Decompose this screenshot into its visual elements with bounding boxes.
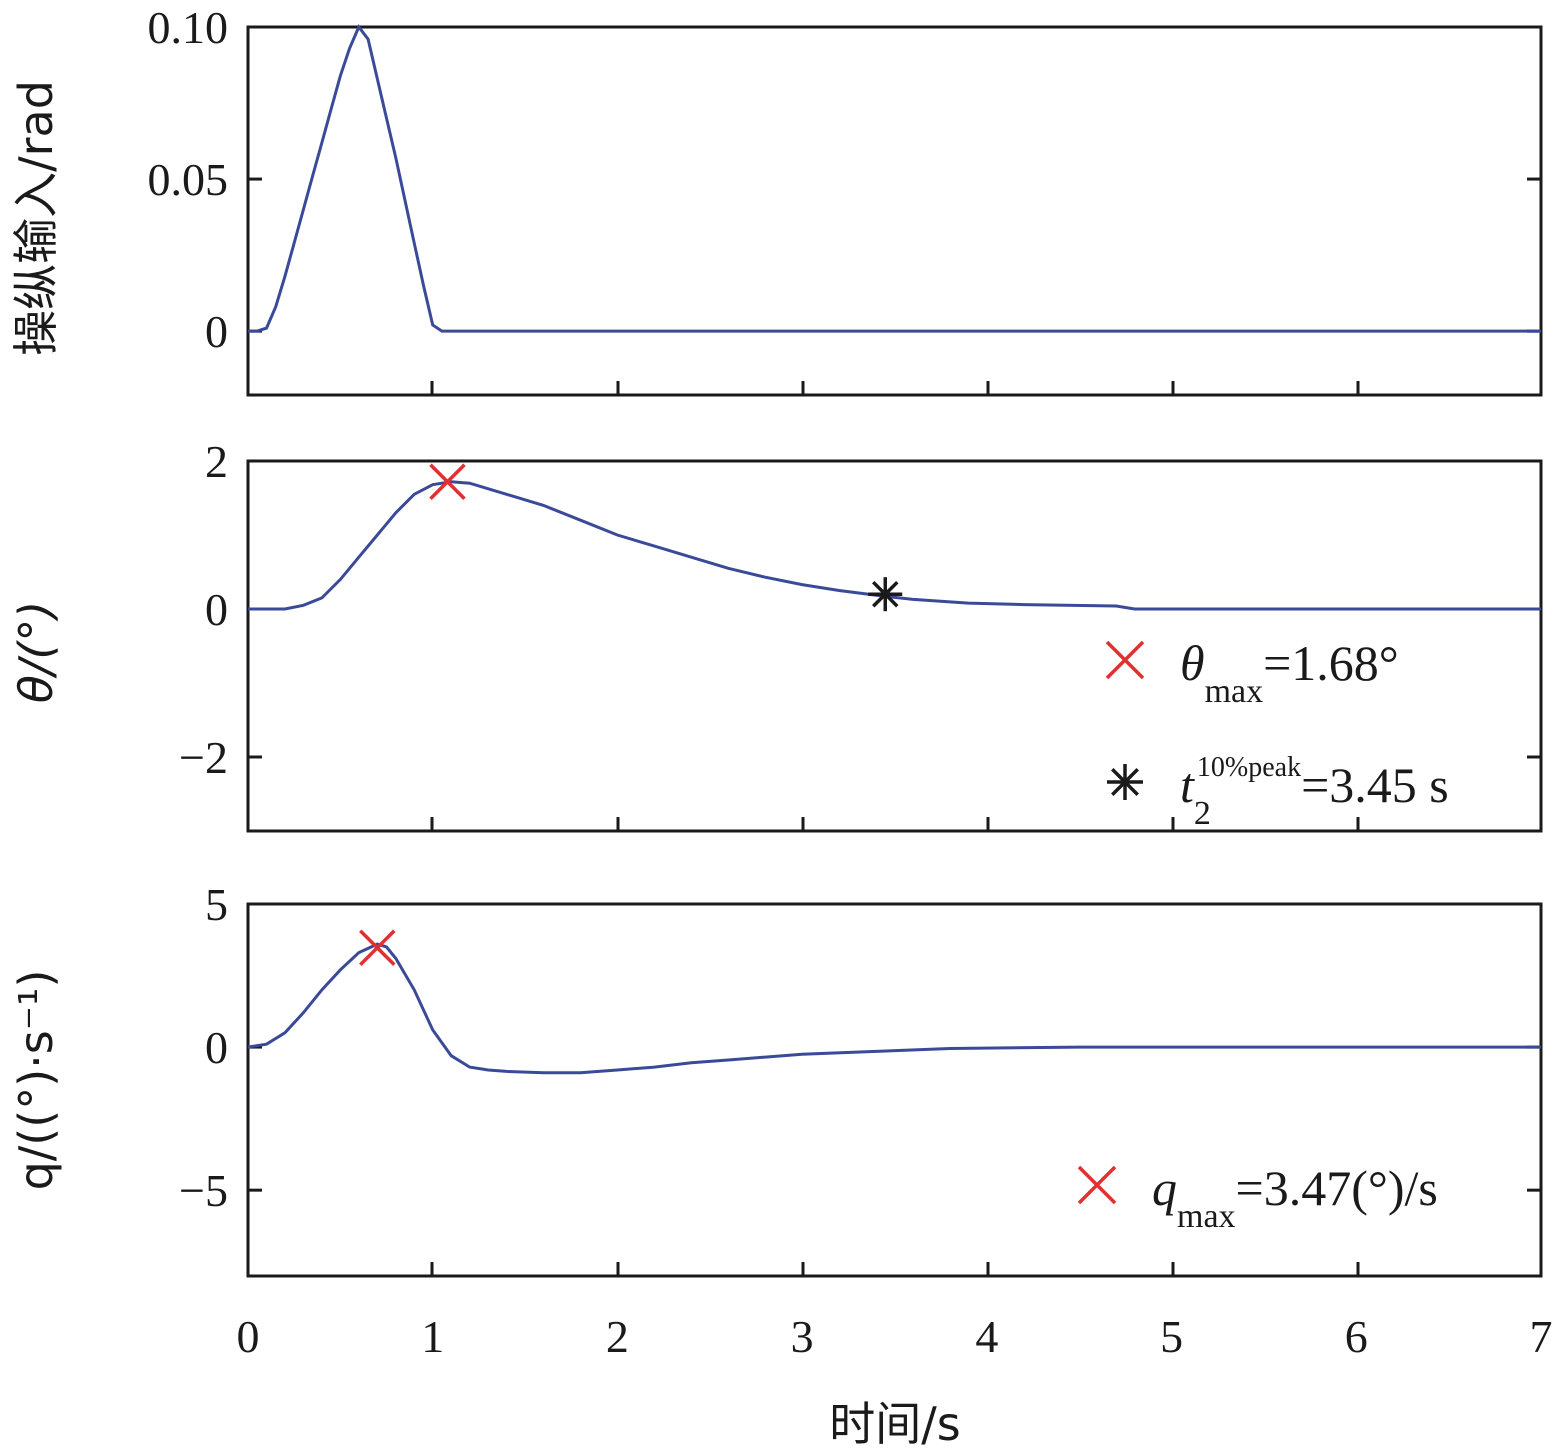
q-y-tick-label: 0 xyxy=(205,1022,228,1073)
legend-value: =1.68° xyxy=(1263,635,1399,691)
legend-symbol-name: θ xyxy=(1180,635,1205,691)
input-series-line xyxy=(248,24,1541,333)
theta-marker-max-stroke-b xyxy=(429,463,466,500)
theta-marker-asterisk-stroke xyxy=(872,580,899,608)
input-y-tick-label: 0.05 xyxy=(148,154,229,205)
theta-y-axis-label: θ/(°) xyxy=(9,601,63,704)
x-axis-label: 时间/s xyxy=(829,1397,960,1451)
theta-y-tick-label: 2 xyxy=(205,436,228,487)
input-y-axis-label: 操纵输入/rad xyxy=(9,80,63,356)
legend-value: =3.45 s xyxy=(1301,757,1449,813)
x-tick-label: 7 xyxy=(1530,1311,1553,1362)
q-y-axis-label: q/((°)·s⁻¹) xyxy=(9,970,63,1191)
q-legend-symbol-stroke-b xyxy=(1077,1165,1117,1205)
legend-superscript: 10%peak xyxy=(1197,752,1301,783)
theta-legend-symbol-stroke-b xyxy=(1105,640,1145,680)
input-y-tick-label: 0.10 xyxy=(148,2,229,53)
legend-subscript: 2 xyxy=(1194,795,1211,832)
legend-value: =3.47(°)/s xyxy=(1236,1160,1438,1216)
q-series-line xyxy=(247,942,1541,1075)
legend-subscript: max xyxy=(1205,673,1264,710)
q-y-tick-label: 5 xyxy=(205,879,228,930)
theta-y-tick-label: 0 xyxy=(205,584,228,635)
q-marker-max-stroke-b xyxy=(359,929,396,967)
theta-plot-frame xyxy=(246,459,1543,833)
legend-symbol-name: t xyxy=(1180,757,1195,813)
theta-legend-entry: t2 10%peak=3.45 s xyxy=(1180,752,1449,832)
theta-legend-entry: θmax=1.68° xyxy=(1180,635,1399,710)
x-tick-label: 3 xyxy=(791,1311,814,1362)
input-plot-frame xyxy=(246,25,1543,397)
theta-legend-symbol-stroke xyxy=(1111,768,1139,796)
x-tick-label: 1 xyxy=(421,1311,444,1362)
q-y-tick-label: −5 xyxy=(179,1165,228,1216)
theta-y-tick-label: −2 xyxy=(179,732,228,783)
legend-symbol-name: q xyxy=(1152,1160,1177,1216)
x-tick-label: 2 xyxy=(606,1311,629,1362)
q-panel: q/((°)·s⁻¹) 时间/s −5 0 5 0 1 2 3 4 5 6 7 qmax=3.47(°… xyxy=(9,879,1553,1451)
x-tick-label: 0 xyxy=(237,1311,260,1362)
legend-subscript: max xyxy=(1177,1198,1236,1235)
x-tick-label: 4 xyxy=(975,1311,998,1362)
x-tick-label: 6 xyxy=(1345,1311,1368,1362)
theta-series-line xyxy=(248,480,1541,611)
q-legend-entry: qmax=3.47(°)/s xyxy=(1152,1160,1438,1235)
input-y-tick-label: 0 xyxy=(205,306,228,357)
x-tick-label: 5 xyxy=(1160,1311,1183,1362)
input-panel: 操纵输入/rad 0 0.05 0.10 xyxy=(9,2,1543,397)
q-plot-frame xyxy=(246,902,1543,1278)
